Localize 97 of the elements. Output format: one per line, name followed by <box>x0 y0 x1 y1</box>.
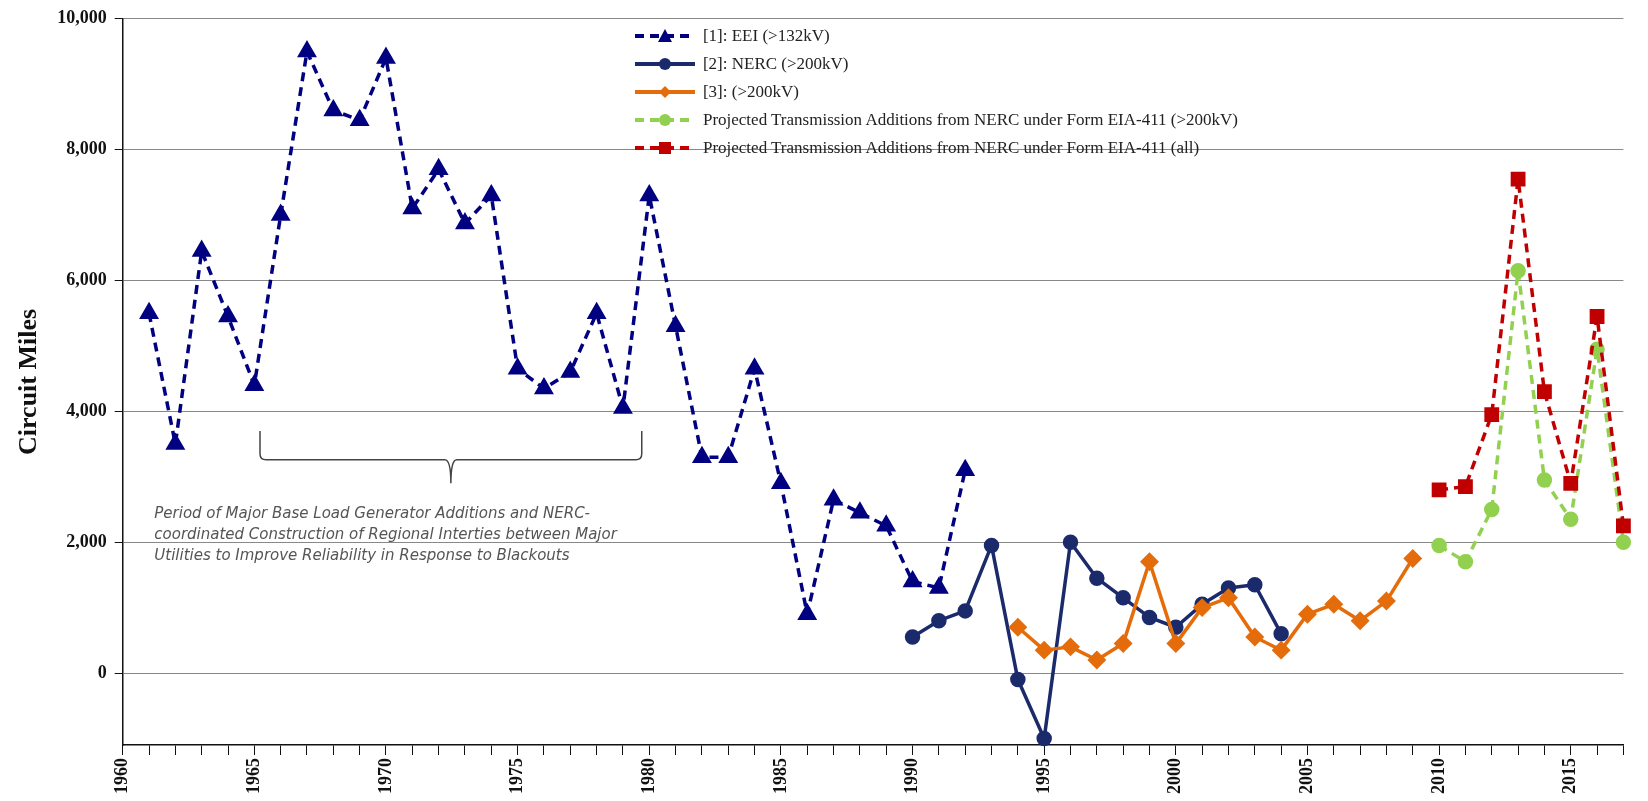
point <box>1510 171 1526 187</box>
y-tick-label: 0 <box>97 661 107 682</box>
point <box>798 604 816 620</box>
point <box>140 303 158 319</box>
x-tick-label: 1985 <box>769 758 790 794</box>
point <box>1351 611 1369 630</box>
point <box>1141 609 1158 626</box>
x-tick-label: 1990 <box>901 758 922 794</box>
point <box>271 205 290 221</box>
point <box>535 378 553 395</box>
point <box>930 578 948 594</box>
point <box>851 503 869 519</box>
point <box>1114 634 1132 653</box>
point <box>956 460 974 476</box>
point <box>166 434 185 450</box>
legend-label: Projected Transmission Additions from NERC under Form EIA-411 (>200kV) <box>702 110 1238 131</box>
y-axis-title: Circuit Miles <box>13 308 43 455</box>
x-tick-label: 1975 <box>506 758 527 794</box>
point <box>1010 671 1026 688</box>
point <box>1167 634 1185 653</box>
point <box>877 516 895 532</box>
point <box>983 537 1000 554</box>
x-tick-label: 1980 <box>637 758 658 794</box>
point <box>193 241 211 257</box>
point <box>1140 553 1159 571</box>
point <box>456 213 474 230</box>
x-tick-label: 2015 <box>1559 758 1580 794</box>
x-tick-label: 1960 <box>111 758 132 794</box>
x-tick-label: 2005 <box>1296 758 1317 794</box>
point <box>1273 626 1289 642</box>
point <box>1404 549 1422 568</box>
point <box>377 48 395 64</box>
point <box>245 375 264 391</box>
x-tick-label: 2010 <box>1427 758 1448 794</box>
point <box>219 306 237 323</box>
point <box>1562 511 1579 528</box>
y-tick-label: 6,000 <box>66 269 107 290</box>
point <box>403 198 421 215</box>
point <box>640 185 658 202</box>
point <box>903 571 922 588</box>
x-tick-label: 1970 <box>374 758 395 794</box>
point <box>693 447 711 463</box>
point <box>1484 407 1500 423</box>
legend-label: [2]: NERC (>200kV) <box>702 54 849 75</box>
point <box>1062 534 1079 550</box>
point <box>1089 570 1105 586</box>
x-tick-label: 1995 <box>1032 758 1053 794</box>
point <box>1431 482 1447 498</box>
point <box>1246 628 1264 646</box>
y-tick-label: 10,000 <box>57 7 107 28</box>
point <box>931 612 947 629</box>
point <box>350 110 369 126</box>
point <box>561 362 579 378</box>
point <box>614 398 632 414</box>
point <box>1247 576 1263 593</box>
point <box>745 359 764 375</box>
point <box>1219 589 1238 607</box>
point <box>1036 730 1052 747</box>
point <box>1061 638 1080 656</box>
annotation: Period of Major Base Load Generator Additions and NERC-coordinated Construction of Regional Interties between Major Utilities to Improve Reliability in Response to Blackouts <box>154 502 619 566</box>
legend-label: [1]: EEI (>132kV) <box>702 26 830 47</box>
point <box>1458 479 1473 494</box>
point <box>1537 384 1552 400</box>
point <box>1377 592 1396 610</box>
point <box>719 447 737 463</box>
x-tick-label: 1965 <box>243 758 263 794</box>
point <box>1193 598 1211 617</box>
point <box>1484 501 1500 518</box>
y-tick-label: 2,000 <box>66 530 107 551</box>
legend-label: Projected Transmission Additions from NERC under Form EIA-411 (all) <box>702 138 1200 159</box>
point <box>904 629 921 645</box>
point <box>1510 262 1526 279</box>
point <box>824 489 843 506</box>
point <box>1088 651 1106 669</box>
point <box>1615 534 1632 550</box>
point <box>1115 590 1131 606</box>
point <box>1298 605 1317 623</box>
y-tick-label: 4,000 <box>66 400 107 420</box>
point <box>298 41 316 58</box>
point <box>1457 554 1474 570</box>
point <box>1009 618 1027 636</box>
x-tick-label: 2000 <box>1164 758 1185 794</box>
point <box>1615 518 1631 534</box>
point <box>1325 595 1343 614</box>
point <box>1536 472 1553 488</box>
point <box>1272 641 1290 659</box>
point <box>482 185 500 202</box>
point <box>508 359 527 375</box>
point <box>587 303 606 319</box>
point <box>324 100 342 117</box>
point <box>1563 475 1579 491</box>
point <box>1589 309 1605 324</box>
y-tick-label: 8,000 <box>66 138 107 159</box>
legend-label: [3]: (>200kV) <box>702 82 799 103</box>
point <box>1035 641 1053 659</box>
point <box>1431 537 1447 554</box>
point <box>957 603 973 619</box>
